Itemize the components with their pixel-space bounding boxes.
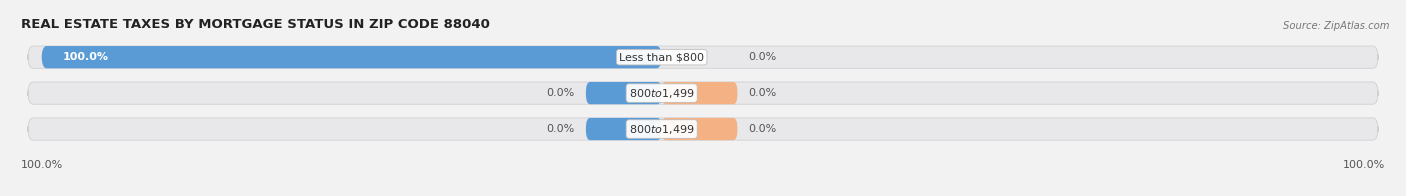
FancyBboxPatch shape <box>28 46 1378 68</box>
FancyBboxPatch shape <box>28 82 1378 104</box>
FancyBboxPatch shape <box>662 82 738 104</box>
Text: 0.0%: 0.0% <box>748 88 776 98</box>
Text: 0.0%: 0.0% <box>748 52 776 62</box>
Text: 0.0%: 0.0% <box>748 124 776 134</box>
Text: $800 to $1,499: $800 to $1,499 <box>628 122 695 135</box>
Text: $800 to $1,499: $800 to $1,499 <box>628 87 695 100</box>
FancyBboxPatch shape <box>586 82 662 104</box>
Text: 0.0%: 0.0% <box>547 88 575 98</box>
Text: 100.0%: 100.0% <box>1343 160 1385 170</box>
Text: 0.0%: 0.0% <box>547 124 575 134</box>
Text: 100.0%: 100.0% <box>21 160 63 170</box>
Text: Source: ZipAtlas.com: Source: ZipAtlas.com <box>1282 21 1389 31</box>
FancyBboxPatch shape <box>42 46 662 68</box>
Text: Less than $800: Less than $800 <box>619 52 704 62</box>
FancyBboxPatch shape <box>662 118 738 140</box>
Text: REAL ESTATE TAXES BY MORTGAGE STATUS IN ZIP CODE 88040: REAL ESTATE TAXES BY MORTGAGE STATUS IN … <box>21 18 489 31</box>
Legend: Without Mortgage, With Mortgage: Without Mortgage, With Mortgage <box>576 192 830 196</box>
Text: 100.0%: 100.0% <box>62 52 108 62</box>
FancyBboxPatch shape <box>28 118 1378 140</box>
FancyBboxPatch shape <box>586 118 662 140</box>
